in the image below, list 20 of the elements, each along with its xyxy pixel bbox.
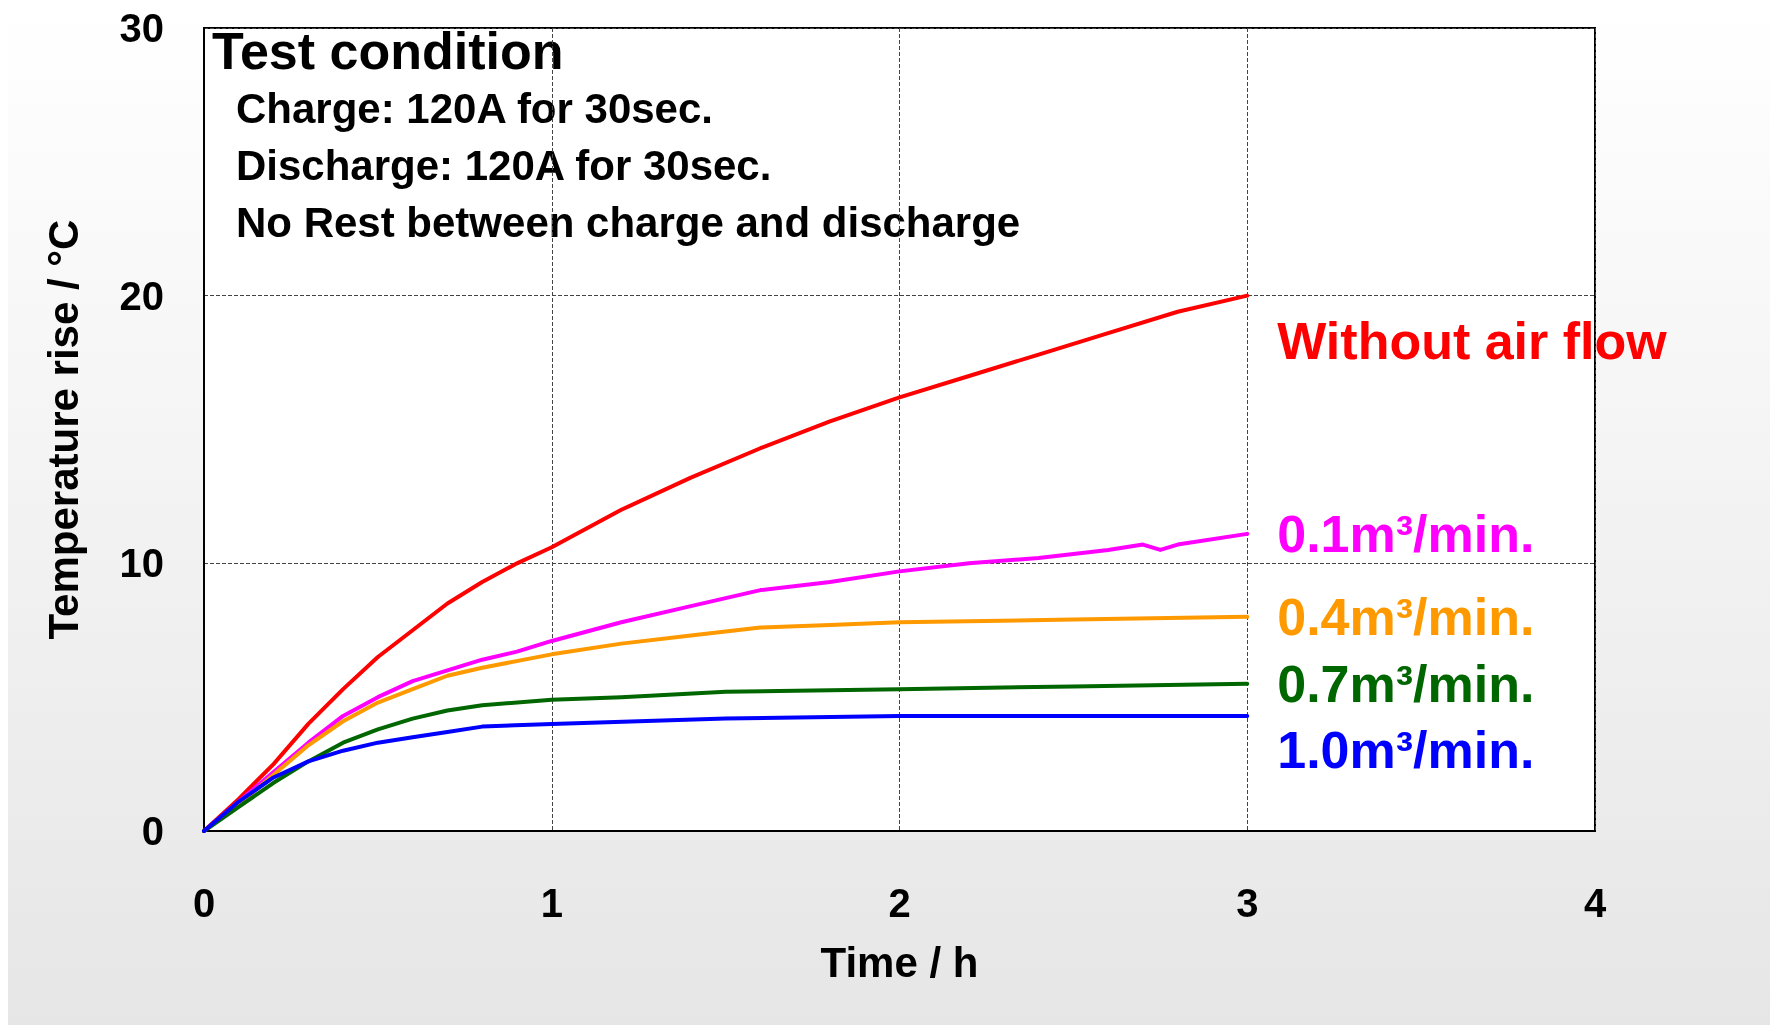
y-tick-label: 0 <box>141 809 164 853</box>
x-axis-title: Time / h <box>820 938 979 986</box>
y-tick-label: 10 <box>119 541 164 586</box>
x-tick-label: 0 <box>192 881 216 925</box>
x-tick-label: 4 <box>1583 881 1607 925</box>
x-tick-label: 1 <box>540 881 563 925</box>
y-axis-title: Temperature rise / °C <box>39 219 87 640</box>
series-label: 1.0m³/min. <box>1277 720 1535 779</box>
y-tick-label: 20 <box>119 273 164 318</box>
x-tick-label: 3 <box>1236 881 1259 925</box>
annotation: Discharge: 120A for 30sec. <box>236 141 772 189</box>
x-tick-label: 2 <box>888 881 911 925</box>
annotation: No Rest between charge and discharge <box>236 198 1021 246</box>
annotation: Charge: 120A for 30sec. <box>236 84 713 132</box>
series-label: 0.4m³/min. <box>1277 587 1535 646</box>
series-label: 0.1m³/min. <box>1277 504 1535 563</box>
annotation: Test condition <box>212 22 564 80</box>
line-series <box>202 713 1250 833</box>
series-label: 0.7m³/min. <box>1277 654 1535 713</box>
y-tick-label: 30 <box>119 6 164 50</box>
